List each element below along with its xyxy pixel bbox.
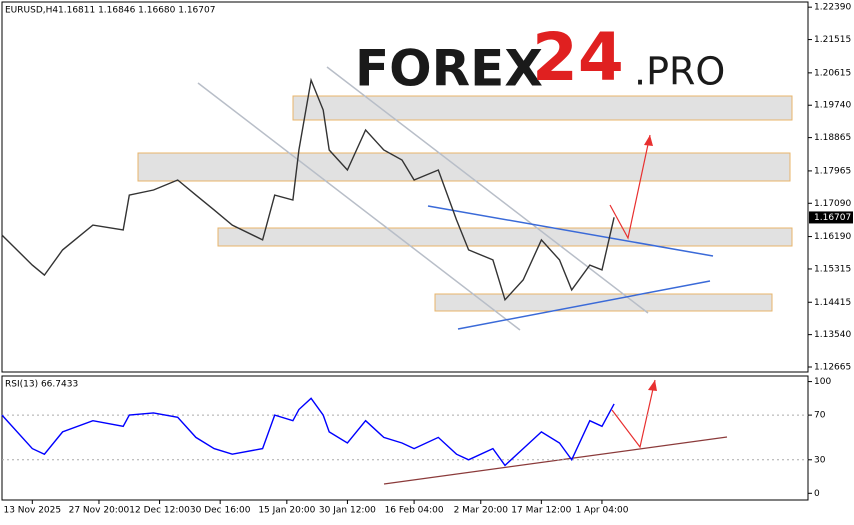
arrow-head bbox=[644, 135, 653, 146]
logo-number: 24 bbox=[532, 19, 624, 96]
x-tick-label: 1 Apr 04:00 bbox=[575, 506, 628, 516]
x-tick-label: 15 Jan 20:00 bbox=[258, 506, 315, 516]
x-tick-label: 2 Mar 20:00 bbox=[454, 506, 509, 516]
last-price-box bbox=[809, 211, 853, 224]
logo-suffix: .PRO bbox=[634, 50, 725, 94]
y-tick-label: 100 bbox=[814, 377, 831, 387]
x-tick-label: 27 Nov 20:00 bbox=[69, 506, 130, 516]
arrow-head bbox=[648, 380, 657, 391]
zone bbox=[137, 152, 791, 182]
y-tick-label: 1.21515 bbox=[814, 35, 851, 45]
y-tick-label: 1.14415 bbox=[814, 298, 851, 308]
trend-line bbox=[427, 205, 714, 257]
x-tick-label: 30 Jan 12:00 bbox=[319, 506, 376, 516]
forecast-arrow bbox=[611, 379, 656, 449]
symbol: EURUSD,H4 bbox=[5, 6, 58, 16]
x-tick-label: 13 Nov 2025 bbox=[3, 506, 61, 516]
y-tick-label: 1.12665 bbox=[814, 363, 851, 373]
x-tick-label: 30 Dec 16:00 bbox=[190, 506, 251, 516]
zone bbox=[434, 293, 773, 312]
y-tick-label: 1.13540 bbox=[814, 330, 851, 340]
y-tick-label: 1.20615 bbox=[814, 68, 851, 78]
x-tick-label: 16 Feb 04:00 bbox=[385, 506, 444, 516]
channel-line bbox=[197, 82, 521, 331]
y-tick-label: 1.16190 bbox=[814, 232, 851, 242]
rsi-title: RSI(13) 66.7433 bbox=[5, 380, 78, 390]
forecast-arrow bbox=[609, 134, 651, 240]
logo-text: FOREX bbox=[355, 40, 543, 98]
rsi-panel bbox=[1, 375, 809, 501]
series-line bbox=[1, 77, 615, 302]
x-tick-label: 12 Dec 12:00 bbox=[129, 506, 190, 516]
x-tick-label: 17 Mar 12:00 bbox=[511, 506, 571, 516]
rsi-trend-line bbox=[383, 436, 728, 485]
y-tick-label: 30 bbox=[814, 455, 826, 465]
channel-line bbox=[326, 66, 649, 314]
zone bbox=[292, 95, 793, 121]
y-tick-label: 1.15315 bbox=[814, 264, 851, 274]
last-price-label: 1.16707 bbox=[814, 213, 851, 223]
series-line bbox=[1, 397, 615, 467]
y-tick-label: 0 bbox=[814, 489, 820, 499]
trend-line bbox=[457, 280, 711, 330]
y-tick-label: 1.19740 bbox=[814, 101, 851, 111]
zone bbox=[217, 227, 793, 247]
ohlc-info: 1.16811 1.16846 1.16680 1.16707 bbox=[58, 6, 215, 16]
y-tick-label: 1.17090 bbox=[814, 199, 851, 209]
y-tick-label: 70 bbox=[814, 411, 826, 421]
y-tick-label: 1.22390 bbox=[814, 3, 851, 13]
y-tick-label: 1.18865 bbox=[814, 133, 851, 143]
y-tick-label: 1.17965 bbox=[814, 166, 851, 176]
